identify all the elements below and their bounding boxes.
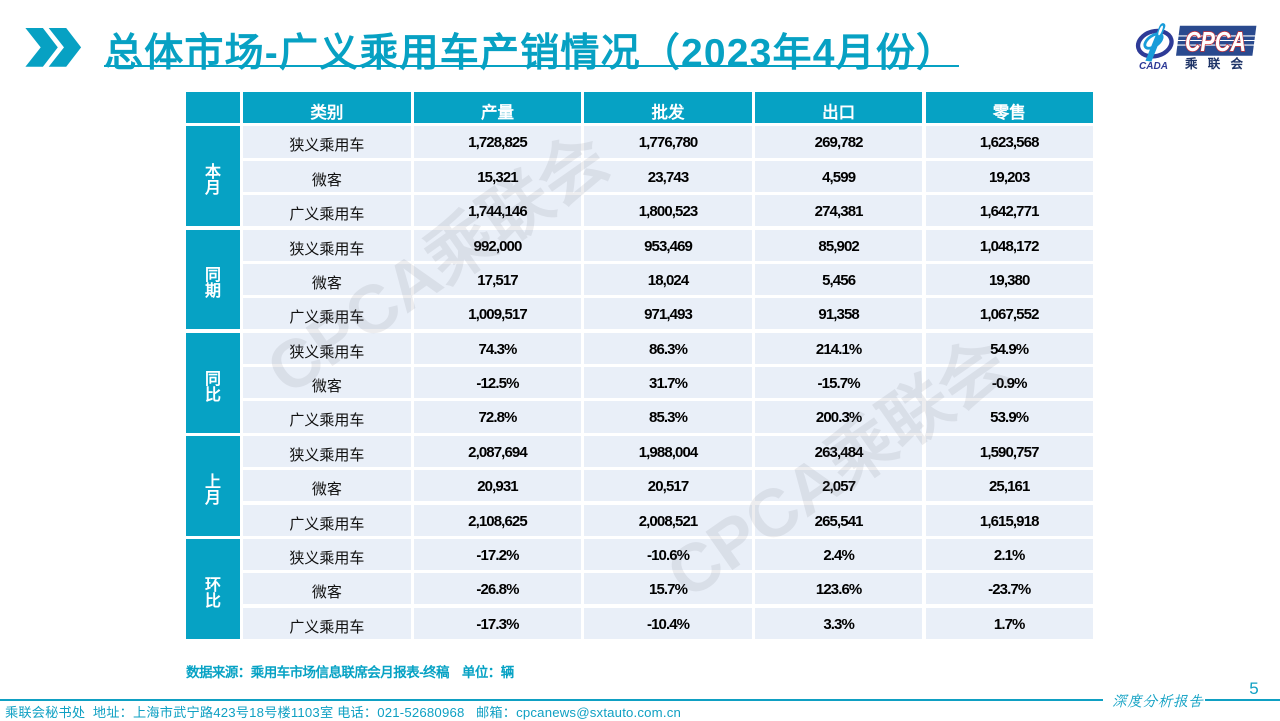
svg-text:CADA: CADA	[1139, 61, 1168, 72]
svg-text:乘联会: 乘联会	[1184, 56, 1243, 71]
svg-text:CPCA: CPCA	[1185, 26, 1246, 57]
